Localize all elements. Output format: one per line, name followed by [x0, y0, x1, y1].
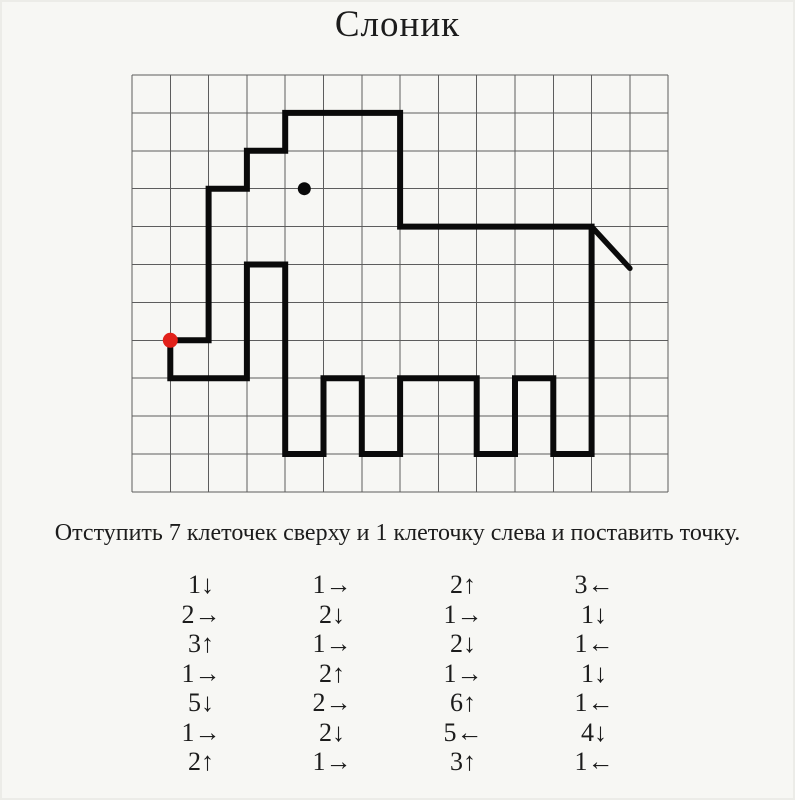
- dictation-step: 2↓: [450, 629, 476, 658]
- dictation-step: 3↑: [450, 747, 476, 776]
- dictation-column: 1↓ 2→ 3↑ 1→ 5↓ 1→ 2↑: [136, 570, 267, 777]
- dictation-step: 1←: [574, 629, 614, 658]
- dictation-step: 1←: [574, 747, 614, 776]
- dictation-step: 2↑: [450, 570, 476, 599]
- dictation-column: 3← 1↓ 1← 1↓ 1← 4↓ 1←: [529, 570, 660, 777]
- dictation-step: 5←: [443, 717, 483, 747]
- dictation-step: 2↓: [319, 599, 345, 629]
- dictation-step: 1→: [443, 599, 483, 629]
- dictation-step: 4↓: [581, 717, 607, 747]
- dictation-step: 2↑: [319, 658, 345, 688]
- dictation-step: 1↓: [581, 658, 607, 688]
- dictation-step: 1←: [574, 688, 614, 717]
- dictation-step: 2→: [181, 599, 221, 629]
- start-instruction: Отступить 7 клеточек сверху и 1 клеточку…: [54, 520, 741, 546]
- dictation-step: 6↑: [450, 688, 476, 717]
- tail-line: [588, 223, 633, 272]
- eye-dot: [297, 182, 311, 196]
- dictation-step: 1→: [312, 570, 352, 599]
- dictation-step: 2↑: [188, 747, 214, 776]
- dictation-column: 1→ 2↓ 1→ 2↑ 2→ 2↓ 1→: [267, 570, 398, 777]
- dictation-table: 1↓ 2→ 3↑ 1→ 5↓ 1→ 2↑ 1→ 2↓ 1→ 2↑ 2→ 2↓ 1→ 2↑ 1→ 2↓ 1→ 6↑ 5←…: [136, 570, 660, 777]
- dictation-step: 1→: [443, 658, 483, 688]
- dictation-step: 5↓: [188, 688, 214, 717]
- dictation-step: 3↑: [188, 629, 214, 658]
- dictation-step: 2↓: [319, 717, 345, 747]
- dictation-step: 1→: [312, 747, 352, 776]
- dictation-step: 1↓: [188, 570, 214, 599]
- elephant-outline-path: [167, 109, 595, 457]
- start-dot: [162, 332, 178, 348]
- elephant-grid-figure: [131, 74, 669, 493]
- dictation-column: 2↑ 1→ 2↓ 1→ 6↑ 5← 3↑: [398, 570, 529, 777]
- dictation-step: 1→: [312, 629, 352, 658]
- dictation-step: 3←: [574, 570, 614, 599]
- dictation-step: 2→: [312, 688, 352, 717]
- dictation-step: 1→: [181, 658, 221, 688]
- dictation-step: 1→: [181, 717, 221, 747]
- dictation-step: 1↓: [581, 599, 607, 629]
- worksheet-title: Слоник: [334, 4, 461, 45]
